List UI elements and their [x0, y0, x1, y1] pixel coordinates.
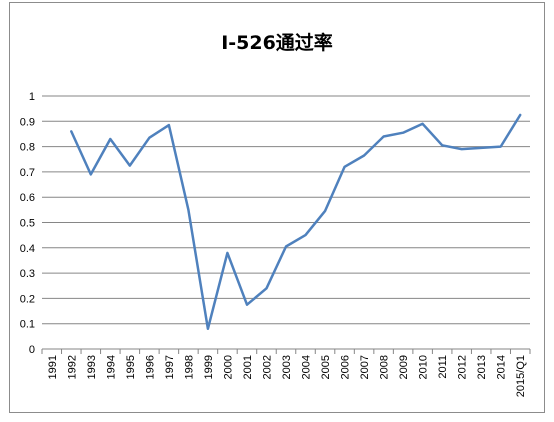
data-point-2007	[362, 153, 366, 157]
x-tick-label: 2012	[457, 355, 469, 379]
y-tick-label: 0.3	[20, 268, 35, 280]
data-point-1993	[89, 172, 93, 176]
x-tick-label: 2011	[437, 355, 449, 379]
gridlines	[42, 95, 530, 325]
x-tick-label: 1994	[105, 355, 117, 379]
data-point-2015/Q1	[518, 113, 522, 117]
x-tick-label: 1997	[164, 355, 176, 379]
data-point-2001	[245, 303, 249, 307]
data-point-2012	[460, 147, 464, 151]
x-tick-label: 2015/Q1	[515, 355, 527, 397]
data-point-2002	[264, 286, 268, 290]
data-point-2006	[343, 165, 347, 169]
x-tick-label: 2008	[379, 355, 391, 379]
data-point-2011	[440, 143, 444, 147]
x-tick-label: 1995	[125, 355, 137, 379]
chart-frame: I-526通过率 0 0.1 0.2 0.3 0.4 0.5 0.6 0.7 0.8 0.9 1 1…	[9, 2, 545, 413]
x-tick-label: 2013	[476, 355, 488, 379]
x-tick-label: 2007	[359, 355, 371, 379]
x-tick-label: 2000	[222, 355, 234, 379]
x-tick-label: 1999	[203, 355, 215, 379]
x-tick-label: 2001	[242, 355, 254, 379]
data-point-1994	[108, 137, 112, 141]
y-tick-label: 0.4	[20, 243, 35, 255]
y-tick-label: 0.2	[20, 293, 35, 305]
y-tick-label: 1	[29, 91, 35, 103]
x-tick-label: 1993	[86, 355, 98, 379]
y-tick-label: 0.8	[20, 142, 35, 154]
x-tick-label: 1991	[47, 355, 59, 379]
data-point-2014	[499, 145, 503, 149]
y-tick-label: 0.7	[20, 167, 35, 179]
x-tick-label: 2002	[261, 355, 273, 379]
y-tick-label: 0.9	[20, 116, 35, 128]
x-tick-label: 2005	[320, 355, 332, 379]
data-point-2013	[479, 146, 483, 150]
y-tick-label: 0.6	[20, 192, 35, 204]
x-tick-label: 2014	[496, 355, 508, 379]
y-tick-label: 0.5	[20, 218, 35, 230]
x-tick-label: 1998	[183, 355, 195, 379]
x-tick-label: 2009	[398, 355, 410, 379]
series-layer	[69, 113, 522, 331]
y-axis-tick-labels: 0 0.1 0.2 0.3 0.4 0.5 0.6 0.7 0.8 0.9 1	[20, 91, 35, 356]
chart-title: I-526通过率	[221, 31, 333, 54]
x-axis-tick-labels: 1991 1992 1993 1994 1995 1996 1997 1998 1999 2000…	[47, 355, 527, 397]
x-tick-label: 2010	[418, 355, 430, 379]
data-point-2008	[382, 134, 386, 138]
data-point-1998	[186, 208, 190, 212]
x-tick-label: 2006	[340, 355, 352, 379]
data-point-1999	[206, 327, 210, 331]
data-point-1995	[128, 164, 132, 168]
y-tick-label: 0.1	[20, 319, 35, 331]
data-point-2010	[421, 122, 425, 126]
data-point-1997	[167, 123, 171, 127]
y-tick-label: 0	[29, 344, 35, 356]
x-tick-label: 1996	[144, 355, 156, 379]
data-point-2004	[304, 233, 308, 237]
x-tick-label: 1992	[66, 355, 78, 379]
x-tick-label: 2003	[281, 355, 293, 379]
data-point-1992	[69, 129, 73, 133]
x-tick-label: 2004	[301, 355, 313, 379]
series-line	[70, 113, 522, 331]
x-axis	[41, 348, 531, 354]
data-point-2009	[401, 131, 405, 135]
data-point-2000	[225, 251, 229, 255]
data-point-1996	[147, 136, 151, 140]
data-point-2005	[323, 209, 327, 213]
line-chart: I-526通过率 0 0.1 0.2 0.3 0.4 0.5 0.6 0.7 0.8 0.9 1 1…	[20, 31, 531, 397]
data-point-2003	[284, 245, 288, 249]
